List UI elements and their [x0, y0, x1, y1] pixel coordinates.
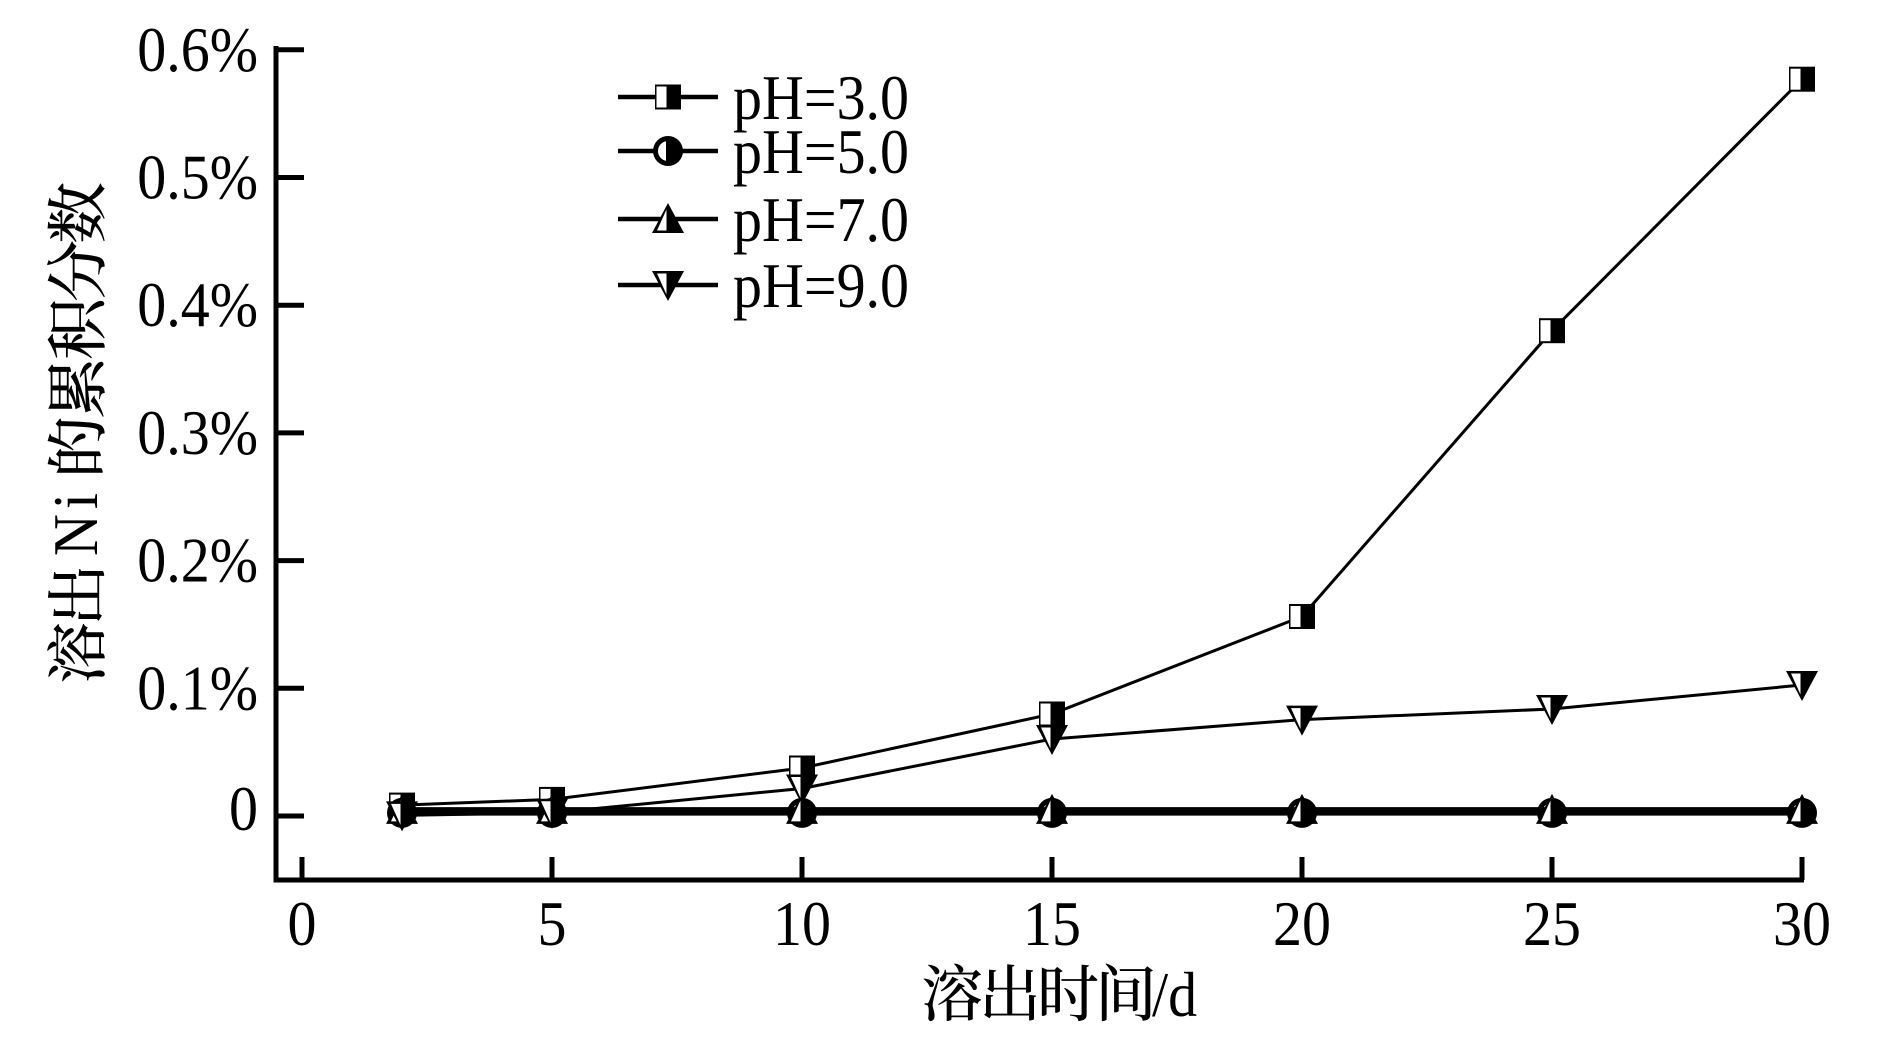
svg-text:pH=7.0: pH=7.0 — [733, 186, 909, 256]
svg-text:0.4%: 0.4% — [137, 271, 258, 341]
svg-text:Ni: Ni — [42, 488, 112, 556]
svg-text:0.5%: 0.5% — [137, 143, 258, 213]
svg-text:pH=9.0: pH=9.0 — [733, 252, 909, 322]
svg-text:10: 10 — [773, 890, 831, 960]
svg-text:/d: /d — [1152, 961, 1197, 1031]
svg-text:25: 25 — [1523, 890, 1581, 960]
svg-text:pH=5.0: pH=5.0 — [733, 118, 909, 188]
svg-text:30: 30 — [1773, 890, 1831, 960]
svg-text:0.6%: 0.6% — [137, 15, 258, 85]
svg-text:20: 20 — [1273, 890, 1331, 960]
svg-text:0: 0 — [288, 890, 317, 960]
svg-text:pH=3.0: pH=3.0 — [733, 64, 909, 134]
svg-text:0.1%: 0.1% — [137, 654, 258, 724]
svg-text:0: 0 — [229, 775, 258, 845]
svg-text:15: 15 — [1023, 890, 1081, 960]
svg-text:5: 5 — [538, 890, 567, 960]
svg-text:0.3%: 0.3% — [137, 398, 258, 468]
svg-text:0.2%: 0.2% — [137, 526, 258, 596]
